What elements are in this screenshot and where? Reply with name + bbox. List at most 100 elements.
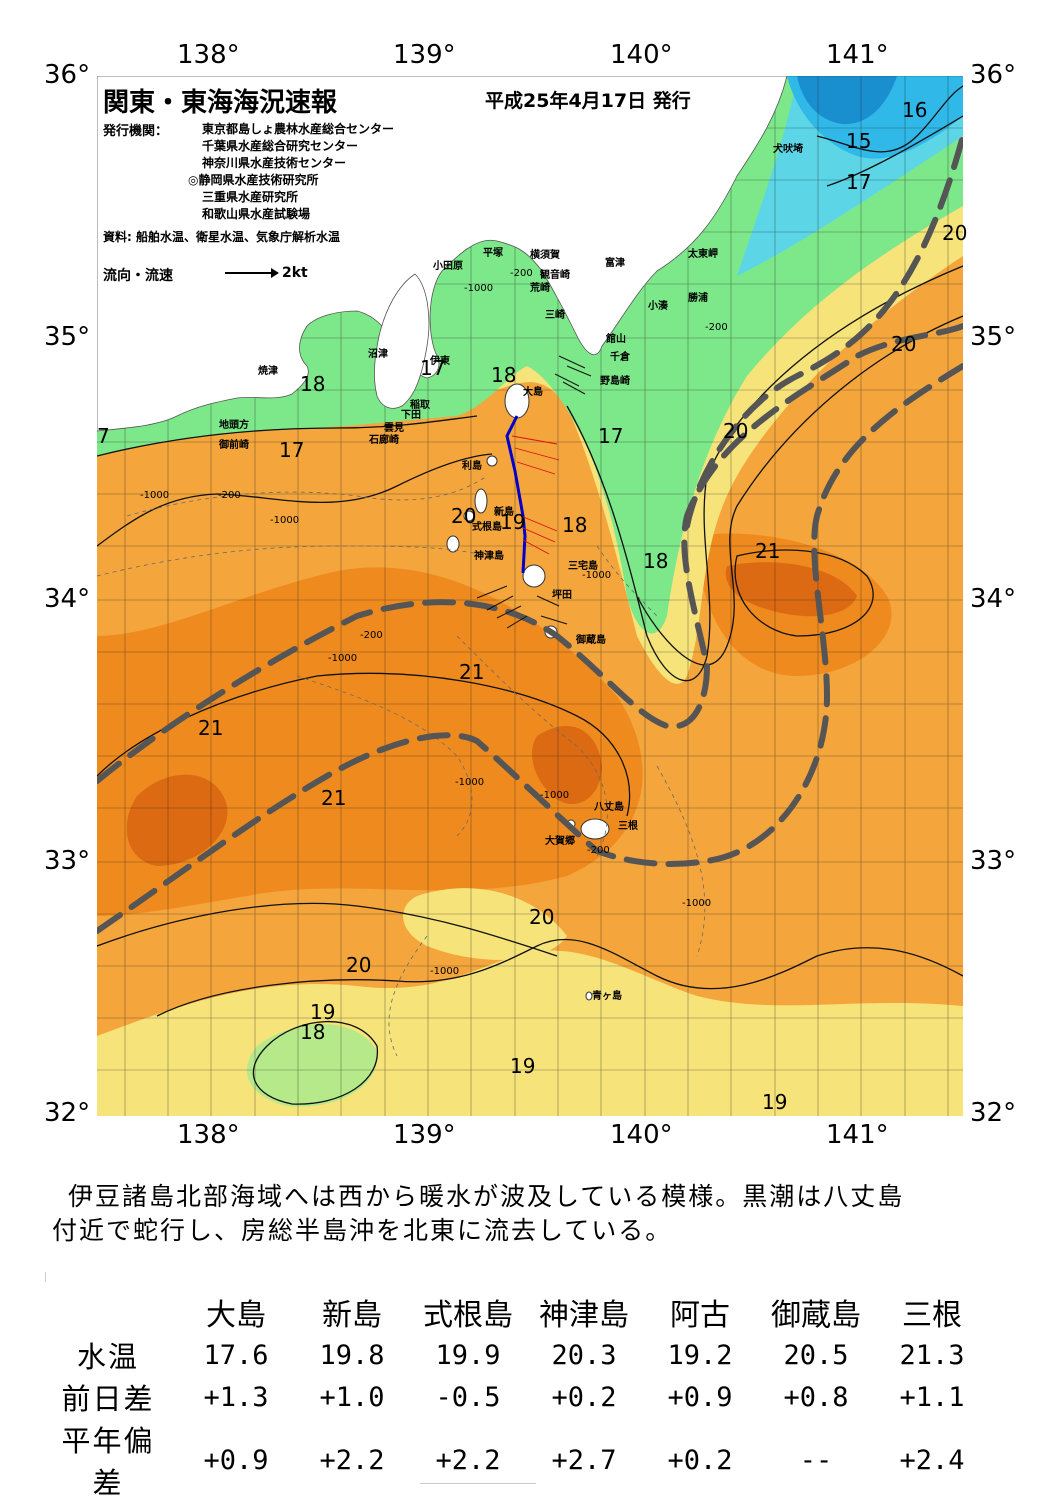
sea-temperature-map — [97, 76, 963, 1116]
table-cell: +0.8 — [783, 1381, 849, 1413]
table-cell: +2.2 — [319, 1444, 385, 1476]
place-label: 式根島 — [472, 522, 502, 533]
kuroshio-axis — [97, 133, 963, 934]
isotherm-contours — [97, 85, 963, 1105]
depth-label: -1000 — [328, 653, 358, 664]
zone-21-west — [97, 567, 643, 916]
isotherm-label: 19 — [310, 1000, 336, 1024]
agency-item: 千葉県水産総合研究センター — [202, 139, 359, 153]
lon-label-top-139: 139° — [393, 40, 456, 70]
isotherm-label: 18 — [300, 1020, 326, 1044]
place-label: 新島 — [494, 507, 514, 518]
isotherm-label: 20 — [942, 221, 968, 245]
bathymetry-contours — [97, 475, 706, 1057]
table-cell: 19.2 — [667, 1339, 733, 1371]
row-label: 前日差 — [61, 1382, 155, 1416]
comment-line: 伊豆諸島北部海域へは西から暖水が波及している模様。黒潮は八丈島 — [68, 1182, 905, 1211]
place-label: 御蔵島 — [576, 635, 606, 646]
situation-comment: 伊豆諸島北部海域へは西から暖水が波及している模様。黒潮は八丈島 付近で蛇行し、房… — [52, 1180, 1012, 1248]
place-label: 石廊崎 — [369, 435, 399, 446]
place-label: 八丈島 — [594, 802, 624, 813]
station-header: 神津島 — [539, 1298, 629, 1333]
zone-14-north — [797, 76, 897, 125]
depth-label: -1000 — [582, 570, 612, 581]
depth-label: -200 — [360, 630, 383, 641]
lon-label-bottom-138: 138° — [177, 1120, 240, 1150]
place-label: 青ヶ島 — [592, 991, 622, 1002]
isotherm-label: 18 — [562, 513, 588, 537]
station-header: 阿古 — [670, 1298, 730, 1333]
place-label: 平塚 — [483, 248, 503, 259]
lon-label-bottom-140: 140° — [610, 1120, 673, 1150]
table-cell: -0.5 — [435, 1381, 501, 1413]
place-label: 大島 — [523, 387, 543, 398]
zone-19-south-b — [403, 888, 567, 960]
table-row: 水温 17.6 19.8 19.9 20.3 19.2 20.5 21.3 — [38, 1334, 990, 1376]
agency-item: ◎静岡県水産技術研究所 — [188, 173, 319, 187]
table-cell: +0.2 — [667, 1444, 733, 1476]
table-cell: +2.4 — [899, 1444, 965, 1476]
issue-date: 平成25年4月17日 発行 — [485, 90, 691, 112]
isotherm-label: 20 — [451, 504, 477, 528]
current-vectors — [476, 355, 592, 629]
station-header: 式根島 — [423, 1298, 513, 1333]
island-observation-table: 大島 新島 式根島 神津島 阿古 御蔵島 三根 水温 17.6 19.8 19.… — [38, 1290, 990, 1502]
table-cell: 19.8 — [319, 1339, 385, 1371]
isotherm-label: 18 — [300, 372, 326, 396]
agency-item: 神奈川県水産技術センター — [202, 156, 347, 170]
place-label: 御前崎 — [219, 440, 249, 451]
table-cell: 20.5 — [783, 1339, 849, 1371]
island-shikinejima — [463, 510, 475, 522]
station-header: 御蔵島 — [771, 1298, 861, 1333]
place-label: 神津島 — [474, 551, 504, 562]
place-label: 三根 — [618, 821, 638, 832]
table-cell: 21.3 — [899, 1339, 965, 1371]
lon-label-top-138: 138° — [177, 40, 240, 70]
island-kozushima — [446, 535, 460, 553]
table-cell: +2.7 — [551, 1444, 617, 1476]
agency-item: 東京都島しょ農林水産総合センター — [202, 122, 395, 136]
isotherm-label: 17 — [420, 356, 446, 380]
zone-22-c — [725, 562, 857, 617]
place-label: 稲取 — [410, 400, 430, 411]
place-label: 横須賀 — [530, 250, 560, 261]
place-label: 利島 — [462, 461, 482, 472]
lon-label-top-140: 140° — [610, 40, 673, 70]
current-vectors-red — [511, 435, 560, 555]
isotherm-label: 20 — [346, 953, 372, 977]
lat-label-left-36: 36° — [44, 60, 91, 90]
table-cell: 20.3 — [551, 1339, 617, 1371]
depth-label: -200 — [510, 268, 533, 279]
station-header: 三根 — [902, 1298, 962, 1333]
isotherm-label: 20 — [891, 332, 917, 356]
isotherm-label: 7 — [97, 424, 110, 448]
place-label: 勝浦 — [688, 293, 708, 304]
place-label: 坪田 — [552, 590, 572, 601]
place-label: 地頭方 — [219, 420, 249, 431]
corner-cell — [38, 1290, 178, 1334]
island-miyakejima — [522, 564, 546, 588]
isotherm-label: 17 — [598, 424, 624, 448]
island-niijima — [474, 488, 488, 514]
isotherm-label: 20 — [529, 905, 555, 929]
depth-label: -200 — [587, 845, 610, 856]
isotherm-label: 16 — [902, 98, 928, 122]
current-legend-scale: 2kt — [282, 265, 308, 281]
isotherm-label: 19 — [500, 510, 526, 534]
island-toshima — [486, 455, 498, 467]
place-label: 観音崎 — [540, 270, 570, 281]
place-label: 野島崎 — [600, 376, 630, 387]
place-label: 沼津 — [368, 349, 388, 360]
table-row: 前日差 +1.3 +1.0 -0.5 +0.2 +0.9 +0.8 +1.1 — [38, 1376, 990, 1418]
zone-22-a — [126, 774, 228, 866]
current-legend-label: 流向・流速 — [103, 268, 173, 284]
table-cell: +1.0 — [319, 1381, 385, 1413]
place-label: 大賀郷 — [545, 836, 575, 847]
land-kanto — [97, 76, 788, 432]
depth-label: -1000 — [540, 790, 570, 801]
depth-label: -1000 — [455, 777, 485, 788]
place-label: 雲見 — [384, 423, 404, 434]
current-legend-arrow — [225, 272, 277, 274]
lat-label-left-34: 34° — [44, 584, 91, 614]
place-label: 太東岬 — [688, 249, 718, 260]
